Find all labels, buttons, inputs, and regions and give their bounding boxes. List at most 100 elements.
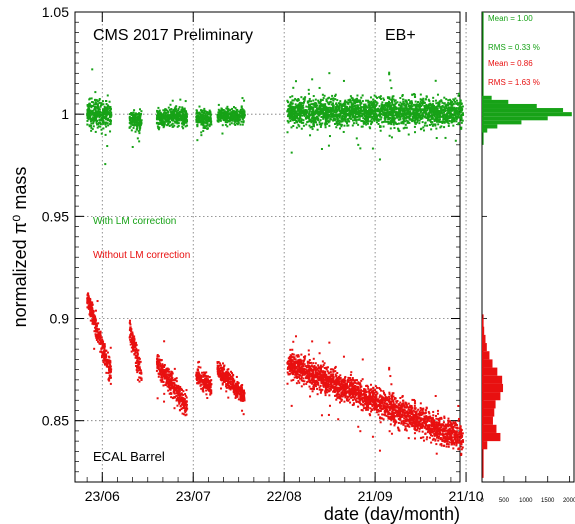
data-point xyxy=(407,133,410,136)
data-point xyxy=(138,140,141,143)
data-point xyxy=(419,93,422,96)
data-point xyxy=(302,121,305,124)
data-point xyxy=(447,99,450,102)
data-point xyxy=(400,106,403,109)
data-point xyxy=(297,117,300,120)
data-point xyxy=(340,120,343,123)
data-point xyxy=(177,109,180,112)
data-point xyxy=(407,99,410,102)
data-point xyxy=(88,307,91,310)
data-point xyxy=(201,371,204,374)
data-point xyxy=(95,102,98,105)
data-point xyxy=(203,373,206,376)
data-point xyxy=(403,111,406,114)
data-point xyxy=(416,110,419,113)
data-point xyxy=(181,412,184,415)
data-point xyxy=(325,122,328,125)
data-point xyxy=(172,379,175,382)
data-point xyxy=(456,111,459,114)
data-point xyxy=(224,113,227,116)
data-point xyxy=(202,388,205,391)
data-point xyxy=(168,121,171,124)
data-point xyxy=(202,383,205,386)
data-point xyxy=(382,125,385,128)
data-point xyxy=(300,121,303,124)
data-point xyxy=(351,99,354,102)
data-point xyxy=(449,99,452,102)
data-point xyxy=(319,98,322,101)
data-point xyxy=(404,117,407,120)
data-point xyxy=(182,393,185,396)
data-point xyxy=(226,116,229,118)
data-point xyxy=(394,121,397,124)
data-point xyxy=(389,104,392,107)
data-point xyxy=(408,115,411,118)
data-point xyxy=(328,124,331,127)
data-point xyxy=(202,112,205,115)
data-point xyxy=(360,106,363,109)
data-point xyxy=(196,377,199,380)
data-point xyxy=(240,105,243,108)
data-point xyxy=(196,123,199,126)
data-point xyxy=(353,116,356,119)
data-point xyxy=(100,132,103,135)
data-point xyxy=(207,112,210,115)
data-point xyxy=(217,114,220,117)
data-point xyxy=(447,109,450,112)
data-point xyxy=(176,392,179,395)
data-point xyxy=(437,116,440,119)
data-point xyxy=(374,113,377,116)
data-point xyxy=(341,114,344,117)
data-point xyxy=(134,345,137,348)
data-point xyxy=(139,116,142,119)
data-point xyxy=(390,107,393,110)
data-point xyxy=(224,123,227,126)
data-point xyxy=(393,100,396,103)
data-point xyxy=(419,98,422,101)
data-point xyxy=(320,116,323,119)
data-point xyxy=(440,110,443,113)
data-point xyxy=(170,392,173,395)
data-point xyxy=(339,110,342,113)
data-point xyxy=(185,408,188,411)
data-point xyxy=(388,116,391,119)
data-point xyxy=(134,123,137,126)
data-point xyxy=(451,118,454,121)
data-point xyxy=(359,147,362,150)
data-point xyxy=(201,109,204,112)
data-point xyxy=(389,79,392,82)
data-point xyxy=(340,117,343,120)
data-point xyxy=(312,106,315,109)
data-point xyxy=(330,114,333,117)
data-point xyxy=(403,112,406,115)
data-point xyxy=(410,103,413,106)
data-point xyxy=(288,117,291,120)
data-point xyxy=(292,109,295,112)
data-point xyxy=(103,353,106,356)
data-point xyxy=(89,114,92,117)
data-point xyxy=(205,389,208,392)
data-point xyxy=(450,116,453,119)
data-point xyxy=(396,123,399,126)
data-point xyxy=(302,104,305,107)
data-point xyxy=(162,384,165,387)
data-point xyxy=(236,118,239,121)
data-point xyxy=(175,380,178,383)
data-point xyxy=(95,330,98,333)
data-point xyxy=(230,115,233,118)
data-point xyxy=(309,106,312,109)
data-point xyxy=(89,300,92,303)
data-point xyxy=(416,121,419,124)
data-point xyxy=(331,115,334,118)
data-point xyxy=(287,104,290,107)
data-point xyxy=(157,372,160,375)
data-point xyxy=(371,105,374,108)
data-point xyxy=(363,111,366,114)
data-point xyxy=(418,109,421,112)
data-point xyxy=(89,117,92,120)
data-point xyxy=(407,105,410,108)
data-point xyxy=(93,322,96,325)
data-point xyxy=(292,99,295,102)
data-point xyxy=(293,109,296,112)
